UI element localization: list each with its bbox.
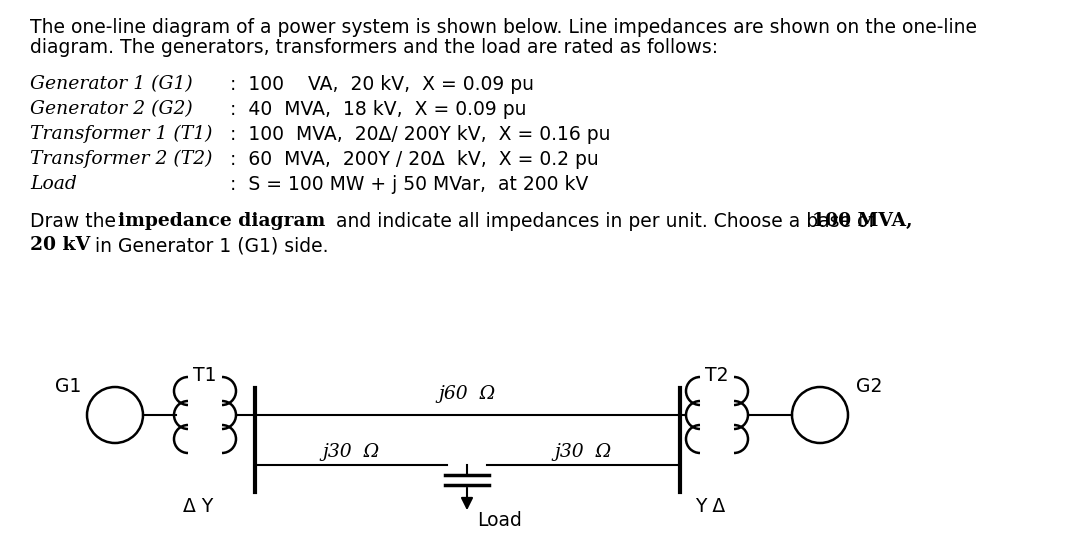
Text: diagram. The generators, transformers and the load are rated as follows:: diagram. The generators, transformers an…: [30, 38, 718, 57]
Text: G1: G1: [55, 377, 81, 396]
Text: :  S = 100 MW + j 50 MVar,  at 200 kV: : S = 100 MW + j 50 MVar, at 200 kV: [230, 175, 588, 194]
Text: Δ Y: Δ Y: [183, 497, 213, 516]
Text: Load: Load: [30, 175, 77, 193]
Text: impedance diagram: impedance diagram: [118, 212, 325, 230]
Text: j30  Ω: j30 Ω: [554, 443, 612, 461]
Text: j60  Ω: j60 Ω: [438, 385, 496, 403]
Text: :  100  MVA,  20Δ/ 200Y kV,  X = 0.16 pu: : 100 MVA, 20Δ/ 200Y kV, X = 0.16 pu: [230, 125, 611, 144]
Text: :  40  MVA,  18 kV,  X = 0.09 pu: : 40 MVA, 18 kV, X = 0.09 pu: [230, 100, 527, 119]
Text: j30  Ω: j30 Ω: [322, 443, 379, 461]
Text: :  100    VA,  20 kV,  X = 0.09 pu: : 100 VA, 20 kV, X = 0.09 pu: [230, 75, 534, 94]
Text: The one-line diagram of a power system is shown below. Line impedances are shown: The one-line diagram of a power system i…: [30, 18, 978, 37]
Text: G2: G2: [856, 377, 883, 396]
Text: Y Δ: Y Δ: [695, 497, 725, 516]
Text: and indicate all impedances in per unit. Choose a base of: and indicate all impedances in per unit.…: [330, 212, 881, 231]
Text: Generator 2 (G2): Generator 2 (G2): [30, 100, 193, 118]
Text: 20 kV: 20 kV: [30, 236, 91, 254]
Text: :  60  MVA,  200Y / 20Δ  kV,  X = 0.2 pu: : 60 MVA, 200Y / 20Δ kV, X = 0.2 pu: [230, 150, 599, 169]
Text: Generator 1 (G1): Generator 1 (G1): [30, 75, 193, 93]
Text: T1: T1: [193, 366, 216, 385]
Text: in Generator 1 (G1) side.: in Generator 1 (G1) side.: [88, 236, 328, 255]
Text: Transformer 1 (T1): Transformer 1 (T1): [30, 125, 212, 143]
Text: Transformer 2 (T2): Transformer 2 (T2): [30, 150, 212, 168]
Text: Load: Load: [477, 511, 522, 530]
Text: T2: T2: [706, 366, 729, 385]
Text: 100 MVA,: 100 MVA,: [812, 212, 912, 230]
Text: Draw the: Draw the: [30, 212, 122, 231]
